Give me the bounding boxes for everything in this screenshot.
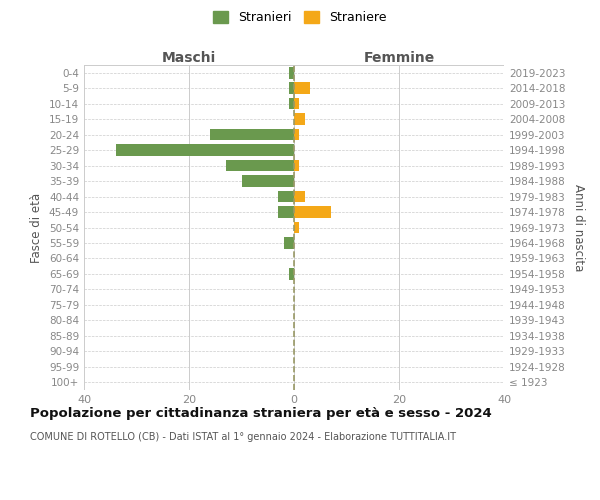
Bar xyxy=(294,114,305,125)
Bar xyxy=(294,222,299,234)
Bar xyxy=(289,67,294,78)
Bar xyxy=(294,82,310,94)
Legend: Stranieri, Straniere: Stranieri, Straniere xyxy=(208,6,392,29)
Bar xyxy=(294,160,299,172)
Bar xyxy=(294,98,299,110)
Text: Popolazione per cittadinanza straniera per età e sesso - 2024: Popolazione per cittadinanza straniera p… xyxy=(30,408,492,420)
Text: COMUNE DI ROTELLO (CB) - Dati ISTAT al 1° gennaio 2024 - Elaborazione TUTTITALIA: COMUNE DI ROTELLO (CB) - Dati ISTAT al 1… xyxy=(30,432,456,442)
Text: Maschi: Maschi xyxy=(162,51,216,65)
Bar xyxy=(210,129,294,140)
Y-axis label: Anni di nascita: Anni di nascita xyxy=(572,184,585,271)
Bar xyxy=(241,176,294,187)
Bar xyxy=(289,82,294,94)
Y-axis label: Fasce di età: Fasce di età xyxy=(31,192,43,262)
Bar xyxy=(284,237,294,249)
Bar xyxy=(289,98,294,110)
Bar xyxy=(294,206,331,218)
Bar xyxy=(294,129,299,140)
Bar xyxy=(278,206,294,218)
Bar xyxy=(115,144,294,156)
Bar xyxy=(289,268,294,280)
Bar xyxy=(226,160,294,172)
Bar xyxy=(278,190,294,202)
Bar xyxy=(294,190,305,202)
Text: Femmine: Femmine xyxy=(364,51,434,65)
